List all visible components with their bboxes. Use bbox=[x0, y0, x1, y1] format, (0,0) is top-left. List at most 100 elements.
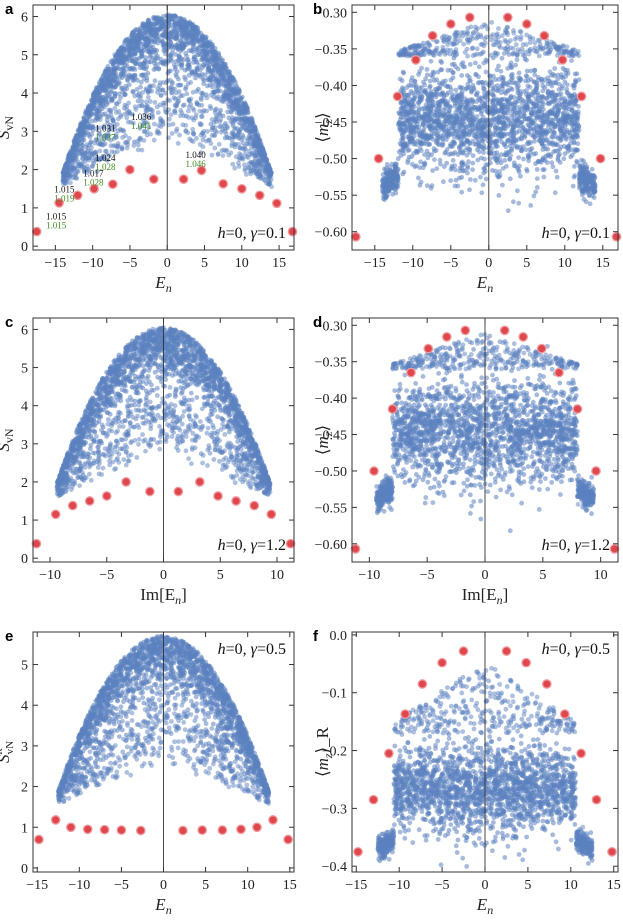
bulk-point bbox=[236, 96, 242, 101]
bulk-point bbox=[121, 53, 127, 59]
bulk-point bbox=[87, 134, 93, 140]
y-tick-label: 0 bbox=[21, 240, 28, 255]
bulk-point bbox=[168, 53, 173, 59]
bulk-point bbox=[538, 44, 544, 50]
bulk-point bbox=[573, 110, 579, 116]
bulk-point bbox=[441, 128, 447, 134]
bulk-point bbox=[576, 104, 581, 109]
bulk-point bbox=[142, 30, 148, 36]
bulk-point bbox=[434, 166, 440, 172]
bulk-point bbox=[162, 90, 168, 96]
bulk-point bbox=[106, 76, 111, 81]
bulk-point bbox=[426, 151, 432, 157]
x-tick-label: 15 bbox=[272, 256, 286, 271]
bulk-point bbox=[186, 48, 192, 54]
bulk-point bbox=[173, 44, 179, 50]
bulk-point bbox=[562, 50, 567, 56]
bulk-point bbox=[231, 77, 237, 83]
y-tick-label: 1 bbox=[21, 202, 28, 217]
bulk-point bbox=[186, 115, 192, 120]
bulk-point bbox=[243, 151, 248, 157]
x-tick-label: 10 bbox=[235, 256, 249, 271]
bulk-point bbox=[407, 139, 413, 145]
bulk-point bbox=[135, 38, 140, 43]
bulk-point bbox=[522, 127, 528, 132]
bulk-point bbox=[180, 122, 186, 128]
bulk-point bbox=[433, 107, 439, 113]
bulk-point bbox=[108, 137, 114, 143]
bulk-point bbox=[420, 121, 426, 127]
bulk-point bbox=[135, 98, 141, 104]
bulk-point bbox=[146, 23, 152, 28]
bulk-point bbox=[410, 116, 416, 122]
bulk-point bbox=[509, 87, 515, 92]
bulk-point bbox=[424, 72, 430, 78]
bulk-point bbox=[479, 109, 485, 114]
bulk-point bbox=[532, 138, 537, 144]
bulk-point bbox=[147, 84, 152, 90]
bulk-point bbox=[97, 117, 103, 122]
bulk-point bbox=[543, 138, 549, 144]
bulk-point bbox=[238, 145, 243, 151]
bulk-point bbox=[551, 41, 557, 47]
bulk-point bbox=[513, 42, 519, 47]
bulk-point bbox=[491, 116, 497, 122]
bulk-point bbox=[494, 67, 500, 73]
bulk-point bbox=[460, 64, 466, 69]
bulk-point bbox=[472, 52, 478, 58]
bulk-point bbox=[92, 140, 97, 146]
bulk-point bbox=[194, 135, 199, 141]
bulk-point bbox=[242, 168, 248, 173]
bulk-point bbox=[219, 148, 225, 154]
bulk-point bbox=[135, 147, 141, 153]
bulk-point bbox=[447, 104, 453, 109]
bulk-point bbox=[127, 40, 132, 45]
bulk-point bbox=[419, 93, 425, 99]
bulk-point bbox=[399, 78, 405, 84]
annotation-bottom: 1.037 bbox=[95, 132, 116, 142]
special-point bbox=[271, 198, 282, 209]
bulk-point bbox=[139, 103, 144, 108]
bulk-point bbox=[127, 52, 132, 57]
bulk-point bbox=[167, 116, 172, 122]
bulk-point bbox=[453, 87, 459, 93]
bulk-point bbox=[215, 56, 220, 62]
bulk-point bbox=[96, 90, 102, 96]
bulk-point bbox=[511, 199, 516, 205]
bulk-point bbox=[254, 129, 259, 135]
bulk-point bbox=[225, 101, 231, 107]
bulk-point bbox=[155, 110, 161, 115]
bulk-point bbox=[462, 109, 468, 115]
bulk-point bbox=[118, 61, 123, 66]
bulk-point bbox=[490, 86, 496, 92]
bulk-point bbox=[170, 43, 175, 48]
bulk-point bbox=[199, 102, 205, 108]
bulk-point bbox=[257, 141, 263, 147]
bulk-point bbox=[420, 40, 426, 46]
bulk-point bbox=[422, 82, 428, 88]
bulk-point bbox=[494, 31, 500, 37]
bulk-point bbox=[510, 118, 516, 123]
bulk-point bbox=[409, 161, 415, 167]
bulk-point bbox=[500, 182, 505, 188]
bulk-point bbox=[126, 82, 132, 88]
bulk-point bbox=[505, 104, 511, 109]
bulk-point bbox=[546, 78, 551, 84]
bulk-point bbox=[79, 127, 84, 133]
bulk-point bbox=[444, 160, 450, 166]
bulk-point bbox=[209, 152, 215, 158]
bulk-point bbox=[482, 156, 487, 162]
bulk-point bbox=[130, 89, 136, 95]
bulk-point bbox=[567, 114, 573, 120]
bulk-point bbox=[518, 173, 523, 179]
bulk-point bbox=[519, 146, 525, 152]
bulk-point bbox=[85, 148, 91, 154]
bulk-point bbox=[575, 134, 581, 140]
bulk-point bbox=[266, 181, 272, 187]
bulk-point bbox=[493, 129, 499, 135]
bulk-point bbox=[505, 88, 511, 93]
bulk-point bbox=[86, 124, 91, 130]
bulk-point bbox=[140, 21, 146, 26]
bulk-point bbox=[405, 157, 411, 163]
bulk-point bbox=[190, 106, 196, 111]
